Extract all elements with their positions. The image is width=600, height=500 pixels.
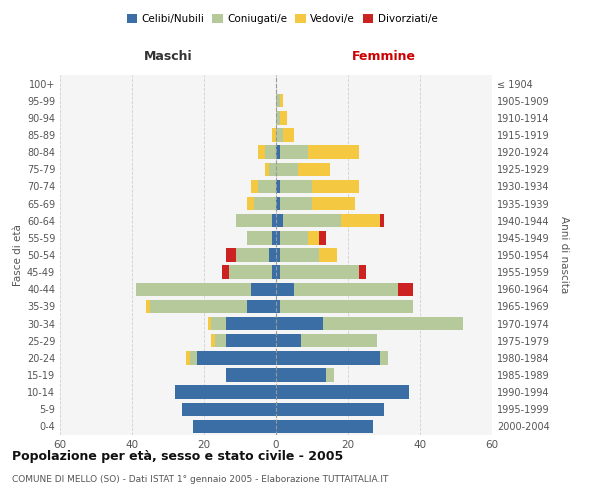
Bar — [280, 197, 312, 210]
Text: Femmine: Femmine — [352, 50, 416, 63]
Bar — [276, 162, 298, 176]
Bar — [269, 162, 276, 176]
Bar — [197, 351, 276, 364]
Bar — [150, 300, 247, 313]
Bar — [186, 351, 190, 364]
Legend: Celibi/Nubili, Coniugati/e, Vedovi/e, Divorziati/e: Celibi/Nubili, Coniugati/e, Vedovi/e, Di… — [122, 10, 442, 29]
Bar — [294, 282, 398, 296]
Bar — [319, 231, 326, 244]
Bar — [276, 180, 280, 193]
Bar — [251, 180, 258, 193]
Bar — [269, 248, 276, 262]
Bar — [258, 146, 265, 159]
Bar — [276, 146, 280, 159]
Bar — [276, 111, 280, 124]
Bar — [226, 334, 276, 347]
Bar — [280, 231, 308, 244]
Bar — [208, 317, 211, 330]
Bar — [175, 386, 276, 399]
Bar — [265, 162, 269, 176]
Bar — [283, 214, 341, 228]
Bar — [247, 197, 254, 210]
Bar — [226, 368, 276, 382]
Bar — [226, 317, 276, 330]
Text: COMUNE DI MELLO (SO) - Dati ISTAT 1° gennaio 2005 - Elaborazione TUTTAITALIA.IT: COMUNE DI MELLO (SO) - Dati ISTAT 1° gen… — [12, 475, 388, 484]
Bar — [280, 180, 312, 193]
Bar — [280, 300, 413, 313]
Bar — [222, 266, 229, 279]
Bar — [319, 248, 337, 262]
Bar — [190, 351, 197, 364]
Bar — [380, 214, 384, 228]
Bar — [247, 231, 272, 244]
Bar — [280, 94, 283, 108]
Bar — [136, 282, 251, 296]
Bar — [276, 300, 280, 313]
Bar — [298, 162, 330, 176]
Bar — [146, 300, 150, 313]
Bar — [193, 420, 276, 433]
Bar — [182, 402, 276, 416]
Bar — [276, 386, 409, 399]
Bar — [236, 214, 272, 228]
Bar — [380, 351, 388, 364]
Bar — [247, 300, 276, 313]
Bar — [258, 180, 276, 193]
Bar — [211, 317, 226, 330]
Y-axis label: Anni di nascita: Anni di nascita — [559, 216, 569, 294]
Bar — [283, 128, 294, 141]
Bar — [276, 231, 280, 244]
Text: Maschi: Maschi — [143, 50, 193, 63]
Bar — [280, 266, 359, 279]
Bar — [276, 128, 283, 141]
Bar — [236, 248, 269, 262]
Bar — [341, 214, 380, 228]
Bar — [226, 248, 236, 262]
Bar — [312, 197, 355, 210]
Bar — [326, 368, 334, 382]
Bar — [280, 146, 308, 159]
Bar — [323, 317, 463, 330]
Bar — [276, 248, 280, 262]
Bar — [211, 334, 215, 347]
Bar — [251, 282, 276, 296]
Bar — [254, 197, 276, 210]
Bar — [276, 368, 326, 382]
Bar — [312, 180, 359, 193]
Bar — [359, 266, 366, 279]
Bar — [229, 266, 272, 279]
Bar — [276, 351, 380, 364]
Bar — [308, 231, 319, 244]
Bar — [280, 111, 287, 124]
Bar — [276, 214, 283, 228]
Bar — [398, 282, 413, 296]
Bar — [276, 282, 294, 296]
Bar — [276, 334, 301, 347]
Bar — [272, 231, 276, 244]
Bar — [272, 266, 276, 279]
Bar — [276, 197, 280, 210]
Bar — [272, 214, 276, 228]
Y-axis label: Fasce di età: Fasce di età — [13, 224, 23, 286]
Bar — [301, 334, 377, 347]
Bar — [308, 146, 359, 159]
Bar — [276, 94, 280, 108]
Bar — [276, 402, 384, 416]
Bar — [272, 128, 276, 141]
Bar — [276, 420, 373, 433]
Bar — [276, 266, 280, 279]
Bar — [280, 248, 319, 262]
Bar — [215, 334, 226, 347]
Bar — [276, 317, 323, 330]
Bar — [265, 146, 276, 159]
Text: Popolazione per età, sesso e stato civile - 2005: Popolazione per età, sesso e stato civil… — [12, 450, 343, 463]
